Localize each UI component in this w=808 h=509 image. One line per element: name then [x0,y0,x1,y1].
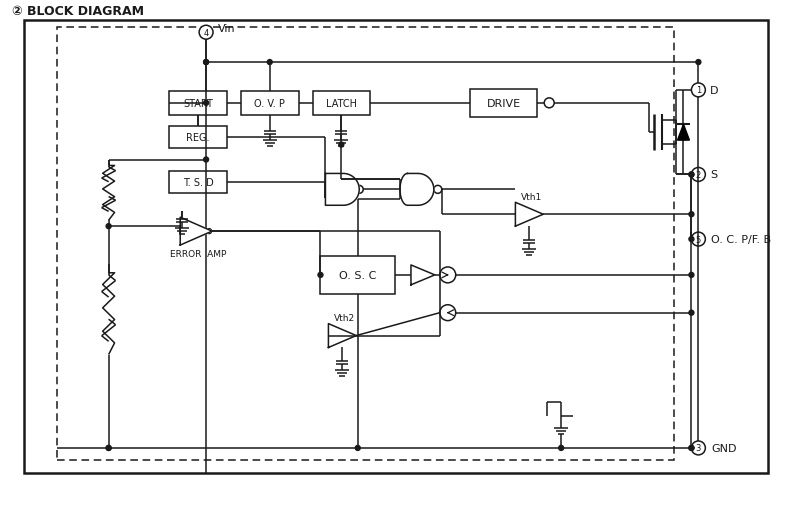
Circle shape [204,61,208,66]
Circle shape [692,441,705,455]
Circle shape [440,267,456,284]
Text: ② BLOCK DIAGRAM: ② BLOCK DIAGRAM [12,5,144,18]
Circle shape [318,273,323,278]
Bar [170,126,227,148]
Circle shape [339,143,344,148]
Polygon shape [411,265,435,285]
Circle shape [689,445,694,450]
Text: 1: 1 [696,86,701,95]
Circle shape [558,445,564,450]
Text: 2: 2 [696,171,701,180]
Circle shape [199,26,213,40]
Bar [170,172,227,194]
Circle shape [204,101,208,106]
Bar [170,92,227,116]
Text: GND: GND [711,443,737,453]
Text: D: D [710,86,719,96]
Circle shape [267,61,272,66]
Circle shape [689,173,694,178]
Bar [24,21,768,473]
Text: START: START [183,99,213,108]
Bar [469,90,537,118]
Text: 5: 5 [696,235,701,244]
Circle shape [689,445,694,450]
Polygon shape [326,174,360,206]
Circle shape [689,273,694,278]
Circle shape [356,445,360,450]
Circle shape [356,186,364,194]
Circle shape [106,445,112,450]
Text: O. V. P: O. V. P [255,99,285,108]
Circle shape [207,229,212,234]
Circle shape [440,305,456,321]
Text: O. S. C: O. S. C [339,270,377,280]
Polygon shape [328,324,356,348]
Text: REG.: REG. [187,132,210,143]
Text: T. S. D: T. S. D [183,178,213,188]
Polygon shape [516,203,543,227]
Polygon shape [180,218,212,245]
Bar [57,28,674,460]
Bar [241,92,299,116]
Circle shape [545,99,554,108]
Circle shape [106,445,112,450]
Circle shape [696,61,701,66]
Circle shape [689,173,694,178]
Text: LATCH: LATCH [326,99,357,108]
Circle shape [689,310,694,316]
Circle shape [692,168,705,182]
Text: Vth1: Vth1 [520,192,542,202]
Polygon shape [400,174,434,206]
Circle shape [692,233,705,246]
Text: S: S [710,170,718,180]
Text: 4: 4 [204,29,208,38]
Circle shape [106,224,112,229]
Text: Vin: Vin [218,24,236,34]
Circle shape [692,84,705,98]
Circle shape [689,212,694,217]
Circle shape [204,61,208,66]
Circle shape [434,186,442,194]
Bar [321,257,395,294]
Text: ERROR  AMP: ERROR AMP [170,249,226,258]
Polygon shape [677,125,689,141]
Circle shape [689,237,694,242]
Text: Vth2: Vth2 [334,314,355,323]
Bar [313,92,370,116]
Text: O. C. P/F. B: O. C. P/F. B [711,235,772,245]
Text: DRIVE: DRIVE [486,99,520,108]
Circle shape [204,158,208,163]
Text: 3: 3 [696,443,701,453]
